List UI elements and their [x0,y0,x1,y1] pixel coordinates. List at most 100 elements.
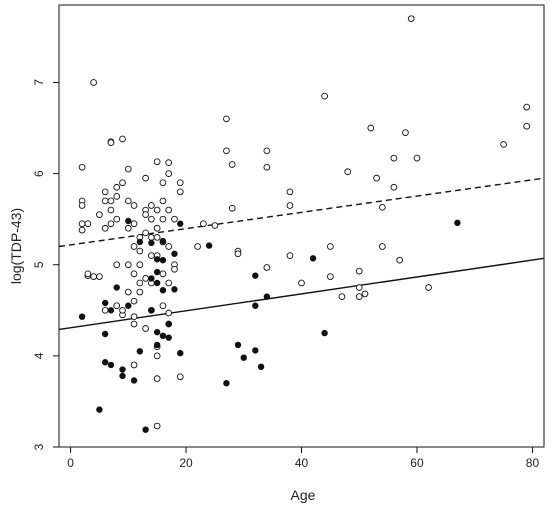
open-point [78,163,86,171]
open-point [194,243,201,250]
open-point [425,284,432,291]
filled-point [159,287,167,294]
open-point [84,220,92,228]
y-axis: 3 4 5 6 7 [32,79,59,450]
open-point [130,270,138,278]
open-point [136,247,144,255]
open-point [176,179,184,187]
open-point [165,159,173,167]
open-point [153,206,161,214]
filled-point [153,279,161,287]
filled-point [136,348,144,355]
open-point [373,174,380,182]
open-point [228,161,236,168]
open-point [159,197,167,205]
open-point [124,197,132,205]
filled-point [171,250,178,257]
filled-point [107,307,115,314]
open-point [101,197,109,205]
open-point [124,261,132,269]
open-point [101,188,109,196]
open-point [500,141,507,148]
filled-point [153,268,161,276]
open-point [263,163,271,171]
open-point [234,250,242,258]
open-point [523,103,531,111]
filled-point [454,219,461,227]
open-point [263,147,271,155]
filled-point [309,255,317,262]
filled-point [107,361,115,369]
filled-point [153,256,161,263]
filled-point [252,302,259,309]
open-point [142,325,149,332]
open-point [78,220,86,228]
open-point [159,215,167,223]
open-point [355,293,363,300]
open-point [176,188,184,196]
data-points [78,15,531,433]
open-point [78,202,86,209]
open-point [96,211,103,218]
open-point [153,422,161,430]
open-point [101,306,109,314]
open-point [153,158,161,166]
open-point [142,174,149,182]
open-point [413,154,421,162]
open-point [286,252,294,259]
y-tick-label: 7 [32,79,46,86]
filled-point [165,320,172,328]
open-point [338,293,346,300]
filled-point [130,377,138,384]
filled-point [119,372,126,380]
filled-point [148,307,155,314]
open-point [136,288,144,296]
open-point [148,202,155,209]
open-point [407,15,415,23]
filled-point [113,284,120,291]
open-point [171,215,178,223]
open-point [113,302,121,310]
open-point [165,279,173,287]
open-point [390,154,398,162]
fit-lines [58,177,545,331]
open-point [153,224,161,232]
open-point [355,284,363,291]
filled-point [159,237,167,245]
filled-point [257,363,265,371]
y-tick-label: 6 [32,170,46,177]
filled-point [240,354,247,361]
open-point [344,168,352,176]
open-point [124,165,132,173]
open-point [327,273,334,280]
filled-point [142,426,149,433]
open-point [355,267,363,275]
open-point [148,234,155,241]
open-point [223,115,230,123]
open-point [148,215,155,223]
open-point [176,373,184,381]
open-point [113,183,121,191]
filled-point [177,220,184,227]
open-point [165,243,173,250]
open-point [223,147,230,155]
filled-point [321,329,328,337]
filled-point [101,330,109,338]
open-point [165,170,173,177]
open-point [113,261,121,269]
filled-point [159,256,167,264]
open-point [142,229,149,237]
open-point [119,179,126,187]
dashed-fit-line [58,177,545,248]
open-point [96,273,103,280]
open-point [286,202,294,209]
filled-point [153,341,161,349]
open-point [159,270,167,278]
x-tick-label: 20 [179,456,193,470]
open-point [107,197,115,205]
open-point [367,124,375,132]
filled-point [252,347,259,354]
open-point [396,256,404,264]
filled-point [96,406,103,413]
